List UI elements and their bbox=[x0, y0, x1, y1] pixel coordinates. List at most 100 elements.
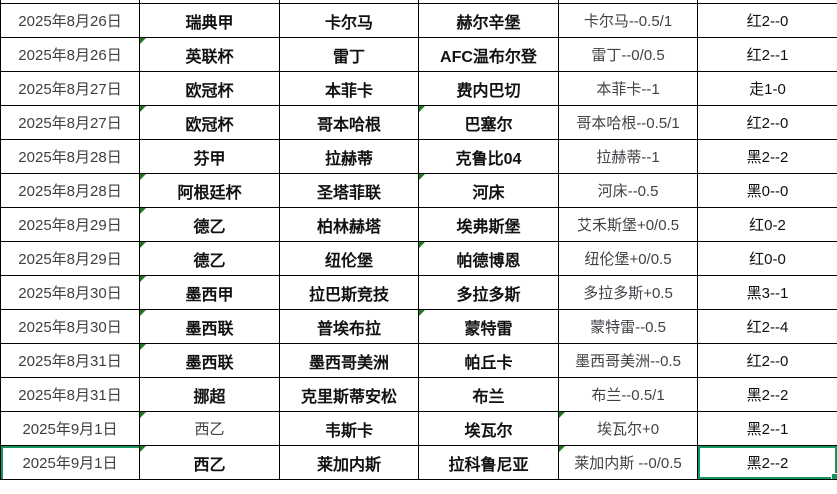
cell-league[interactable]: 瑞典甲 bbox=[139, 3, 280, 38]
cell-away[interactable]: 帕德博恩 bbox=[418, 241, 559, 276]
cell-date[interactable]: 2025年8月31日 bbox=[0, 343, 140, 378]
cell-date[interactable]: 2025年8月28日 bbox=[0, 173, 140, 208]
cell-league[interactable]: 挪超 bbox=[139, 377, 280, 412]
cell-league[interactable]: 英联杯 bbox=[139, 37, 280, 72]
handicap-text: 多拉多斯+0.5 bbox=[583, 285, 673, 302]
cell-home[interactable]: 拉赫蒂 bbox=[279, 139, 419, 174]
cell-away[interactable]: 费内巴切 bbox=[418, 71, 559, 106]
cell-away[interactable]: 拉科鲁尼亚 bbox=[418, 445, 559, 480]
cell-home[interactable]: 普埃布拉 bbox=[279, 309, 419, 344]
cell-date[interactable]: 2025年8月26日 bbox=[0, 3, 140, 38]
cell-result[interactable]: 黑0--0 bbox=[697, 173, 837, 208]
result-text: 红0-2 bbox=[749, 217, 786, 234]
table-row: 2025年8月31日 挪超 克里斯蒂安松 布兰 布兰--0.5/1 黑2--2 bbox=[0, 377, 837, 412]
cell-date[interactable]: 2025年8月27日 bbox=[0, 71, 140, 106]
cell-away[interactable]: AFC温布尔登 bbox=[418, 37, 559, 72]
cell-away[interactable]: 埃瓦尔 bbox=[418, 411, 559, 446]
error-indicator-icon bbox=[140, 208, 146, 214]
cell-away[interactable]: 河床 bbox=[418, 173, 559, 208]
cell-handicap[interactable]: 艾禾斯堡+0/0.5 bbox=[558, 207, 698, 242]
cell-result[interactable]: 黑2--1 bbox=[697, 411, 837, 446]
cell-home[interactable]: 韦斯卡 bbox=[279, 411, 419, 446]
cell-league[interactable]: 西乙 bbox=[139, 445, 280, 480]
cell-away[interactable]: 赫尔辛堡 bbox=[418, 3, 559, 38]
cell-home[interactable]: 本菲卡 bbox=[279, 71, 419, 106]
league-text: 德乙 bbox=[193, 252, 226, 270]
cell-handicap[interactable]: 雷丁--0/0.5 bbox=[558, 37, 698, 72]
cell-date[interactable]: 2025年8月31日 bbox=[0, 377, 140, 412]
cell-away[interactable]: 多拉多斯 bbox=[418, 275, 559, 310]
home-text: 拉赫蒂 bbox=[324, 150, 373, 168]
cell-away[interactable]: 布兰 bbox=[418, 377, 559, 412]
cell-handicap[interactable]: 河床--0.5 bbox=[558, 173, 698, 208]
cell-handicap[interactable]: 卡尔马--0.5/1 bbox=[558, 3, 698, 38]
cell-result[interactable]: 黑3--1 bbox=[697, 275, 837, 310]
cell-date[interactable]: 2025年8月30日 bbox=[0, 275, 140, 310]
cell-result[interactable]: 红0-2 bbox=[697, 207, 837, 242]
cell-home[interactable]: 克里斯蒂安松 bbox=[279, 377, 419, 412]
cell-home[interactable]: 墨西哥美洲 bbox=[279, 343, 419, 378]
cell-league[interactable]: 欧冠杯 bbox=[139, 105, 280, 140]
cell-league[interactable]: 墨西甲 bbox=[139, 275, 280, 310]
cell-home[interactable]: 哥本哈根 bbox=[279, 105, 419, 140]
cell-date[interactable]: 2025年9月1日 bbox=[0, 445, 140, 480]
cell-league[interactable]: 芬甲 bbox=[139, 139, 280, 174]
cell-league[interactable]: 墨西联 bbox=[139, 309, 280, 344]
cell-result[interactable]: 红2--1 bbox=[697, 37, 837, 72]
cell-date[interactable]: 2025年8月28日 bbox=[0, 139, 140, 174]
cell-date[interactable]: 2025年8月29日 bbox=[0, 241, 140, 276]
cell-date[interactable]: 2025年8月26日 bbox=[0, 37, 140, 72]
table-row: 2025年8月30日 墨西甲 拉巴斯竞技 多拉多斯 多拉多斯+0.5 黑3--1 bbox=[0, 275, 837, 310]
cell-home[interactable]: 莱加内斯 bbox=[279, 445, 419, 480]
cell-handicap[interactable]: 纽伦堡+0/0.5 bbox=[558, 241, 698, 276]
cell-home[interactable]: 纽伦堡 bbox=[279, 241, 419, 276]
cell-league[interactable]: 西乙 bbox=[139, 411, 280, 446]
cell-league[interactable]: 阿根廷杯 bbox=[139, 173, 280, 208]
cell-handicap[interactable]: 多拉多斯+0.5 bbox=[558, 275, 698, 310]
cell-home[interactable]: 雷丁 bbox=[279, 37, 419, 72]
cell-handicap[interactable]: 蒙特雷--0.5 bbox=[558, 309, 698, 344]
error-indicator-icon bbox=[140, 412, 146, 418]
cell-date[interactable]: 2025年8月30日 bbox=[0, 309, 140, 344]
league-text: 英联杯 bbox=[185, 48, 234, 66]
cell-league[interactable]: 墨西联 bbox=[139, 343, 280, 378]
cell-date[interactable]: 2025年8月29日 bbox=[0, 207, 140, 242]
cell-away[interactable]: 克鲁比04 bbox=[418, 139, 559, 174]
away-text: 埃瓦尔 bbox=[464, 422, 513, 440]
cell-home[interactable]: 圣塔菲联 bbox=[279, 173, 419, 208]
cell-result[interactable]: 红0-0 bbox=[697, 241, 837, 276]
cell-away[interactable]: 埃弗斯堡 bbox=[418, 207, 559, 242]
cell-result[interactable]: 红2--0 bbox=[697, 343, 837, 378]
cell-league[interactable]: 德乙 bbox=[139, 207, 280, 242]
cell-date[interactable]: 2025年8月27日 bbox=[0, 105, 140, 140]
cell-handicap[interactable]: 埃瓦尔+0 bbox=[558, 411, 698, 446]
cell-handicap[interactable]: 莱加内斯 --0/0.5 bbox=[558, 445, 698, 480]
cell-home[interactable]: 柏林赫塔 bbox=[279, 207, 419, 242]
cell-result[interactable]: 红2--0 bbox=[697, 3, 837, 38]
away-text: 多拉多斯 bbox=[456, 286, 521, 304]
cell-result[interactable]: 黑2--2 bbox=[697, 377, 837, 412]
cell-handicap[interactable]: 布兰--0.5/1 bbox=[558, 377, 698, 412]
cell-handicap[interactable]: 哥本哈根--0.5/1 bbox=[558, 105, 698, 140]
cell-result[interactable]: 红2--0 bbox=[697, 105, 837, 140]
result-text: 黑2--1 bbox=[746, 421, 789, 438]
cell-result[interactable]: 红2--4 bbox=[697, 309, 837, 344]
cell-league[interactable]: 欧冠杯 bbox=[139, 71, 280, 106]
cell-league[interactable]: 德乙 bbox=[139, 241, 280, 276]
cell-away[interactable]: 巴塞尔 bbox=[418, 105, 559, 140]
cell-home[interactable]: 卡尔马 bbox=[279, 3, 419, 38]
cell-result[interactable]: 黑2--2 bbox=[697, 139, 837, 174]
cell-result[interactable]: 走1-0 bbox=[697, 71, 837, 106]
cell-handicap[interactable]: 拉赫蒂--1 bbox=[558, 139, 698, 174]
handicap-text: 蒙特雷--0.5 bbox=[590, 319, 666, 336]
cell-result[interactable]: 黑2--2 bbox=[697, 445, 837, 480]
cell-away[interactable]: 帕丘卡 bbox=[418, 343, 559, 378]
fill-handle[interactable] bbox=[831, 473, 837, 479]
cell-away[interactable]: 蒙特雷 bbox=[418, 309, 559, 344]
table-row: 2025年8月29日 德乙 纽伦堡 帕德博恩 纽伦堡+0/0.5 红0-0 bbox=[0, 241, 837, 276]
cell-home[interactable]: 拉巴斯竞技 bbox=[279, 275, 419, 310]
cell-date[interactable]: 2025年9月1日 bbox=[0, 411, 140, 446]
cell-handicap[interactable]: 本菲卡--1 bbox=[558, 71, 698, 106]
cell-handicap[interactable]: 墨西哥美洲--0.5 bbox=[558, 343, 698, 378]
league-text: 瑞典甲 bbox=[185, 14, 234, 32]
